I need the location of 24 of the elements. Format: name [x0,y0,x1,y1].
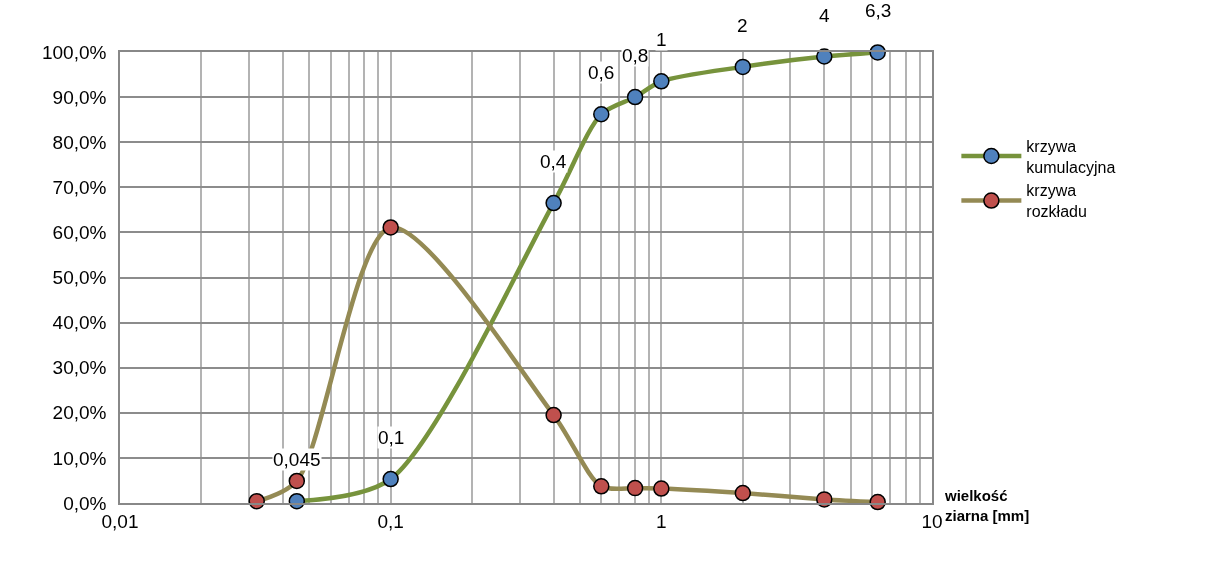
x-axis-title: wielkość ziarna [mm] [944,487,1030,524]
annotation: 0,1 [378,427,405,448]
annotation: 1 [656,29,667,50]
y-tick-label: 50,0% [52,267,107,289]
annotation: 0,8 [622,45,649,66]
y-tick-label: 30,0% [52,357,107,379]
x-tick-label: 0,1 [377,510,404,532]
y-tick-label: 60,0% [52,222,107,244]
annotation: 0,4 [540,151,567,172]
y-tick-label: 80,0% [52,131,107,153]
x-tick-label: 1 [656,510,667,532]
annotation: 0,045 [273,449,321,470]
y-tick-label: 40,0% [52,312,107,334]
annotation: 4 [819,5,830,26]
y-tick-label: 100,0% [42,41,107,63]
y-tick-label: 90,0% [52,86,107,108]
y-tick-label: 20,0% [52,402,107,424]
legend-label: krzywa rozkładu [1026,182,1087,221]
annotation: 6,3 [865,0,892,21]
annotation: 0,6 [588,62,615,83]
y-tick-label: 70,0% [52,176,107,198]
x-tick-label: 10 [921,510,943,532]
annotation: 2 [737,15,748,36]
y-tick-label: 10,0% [52,447,107,469]
